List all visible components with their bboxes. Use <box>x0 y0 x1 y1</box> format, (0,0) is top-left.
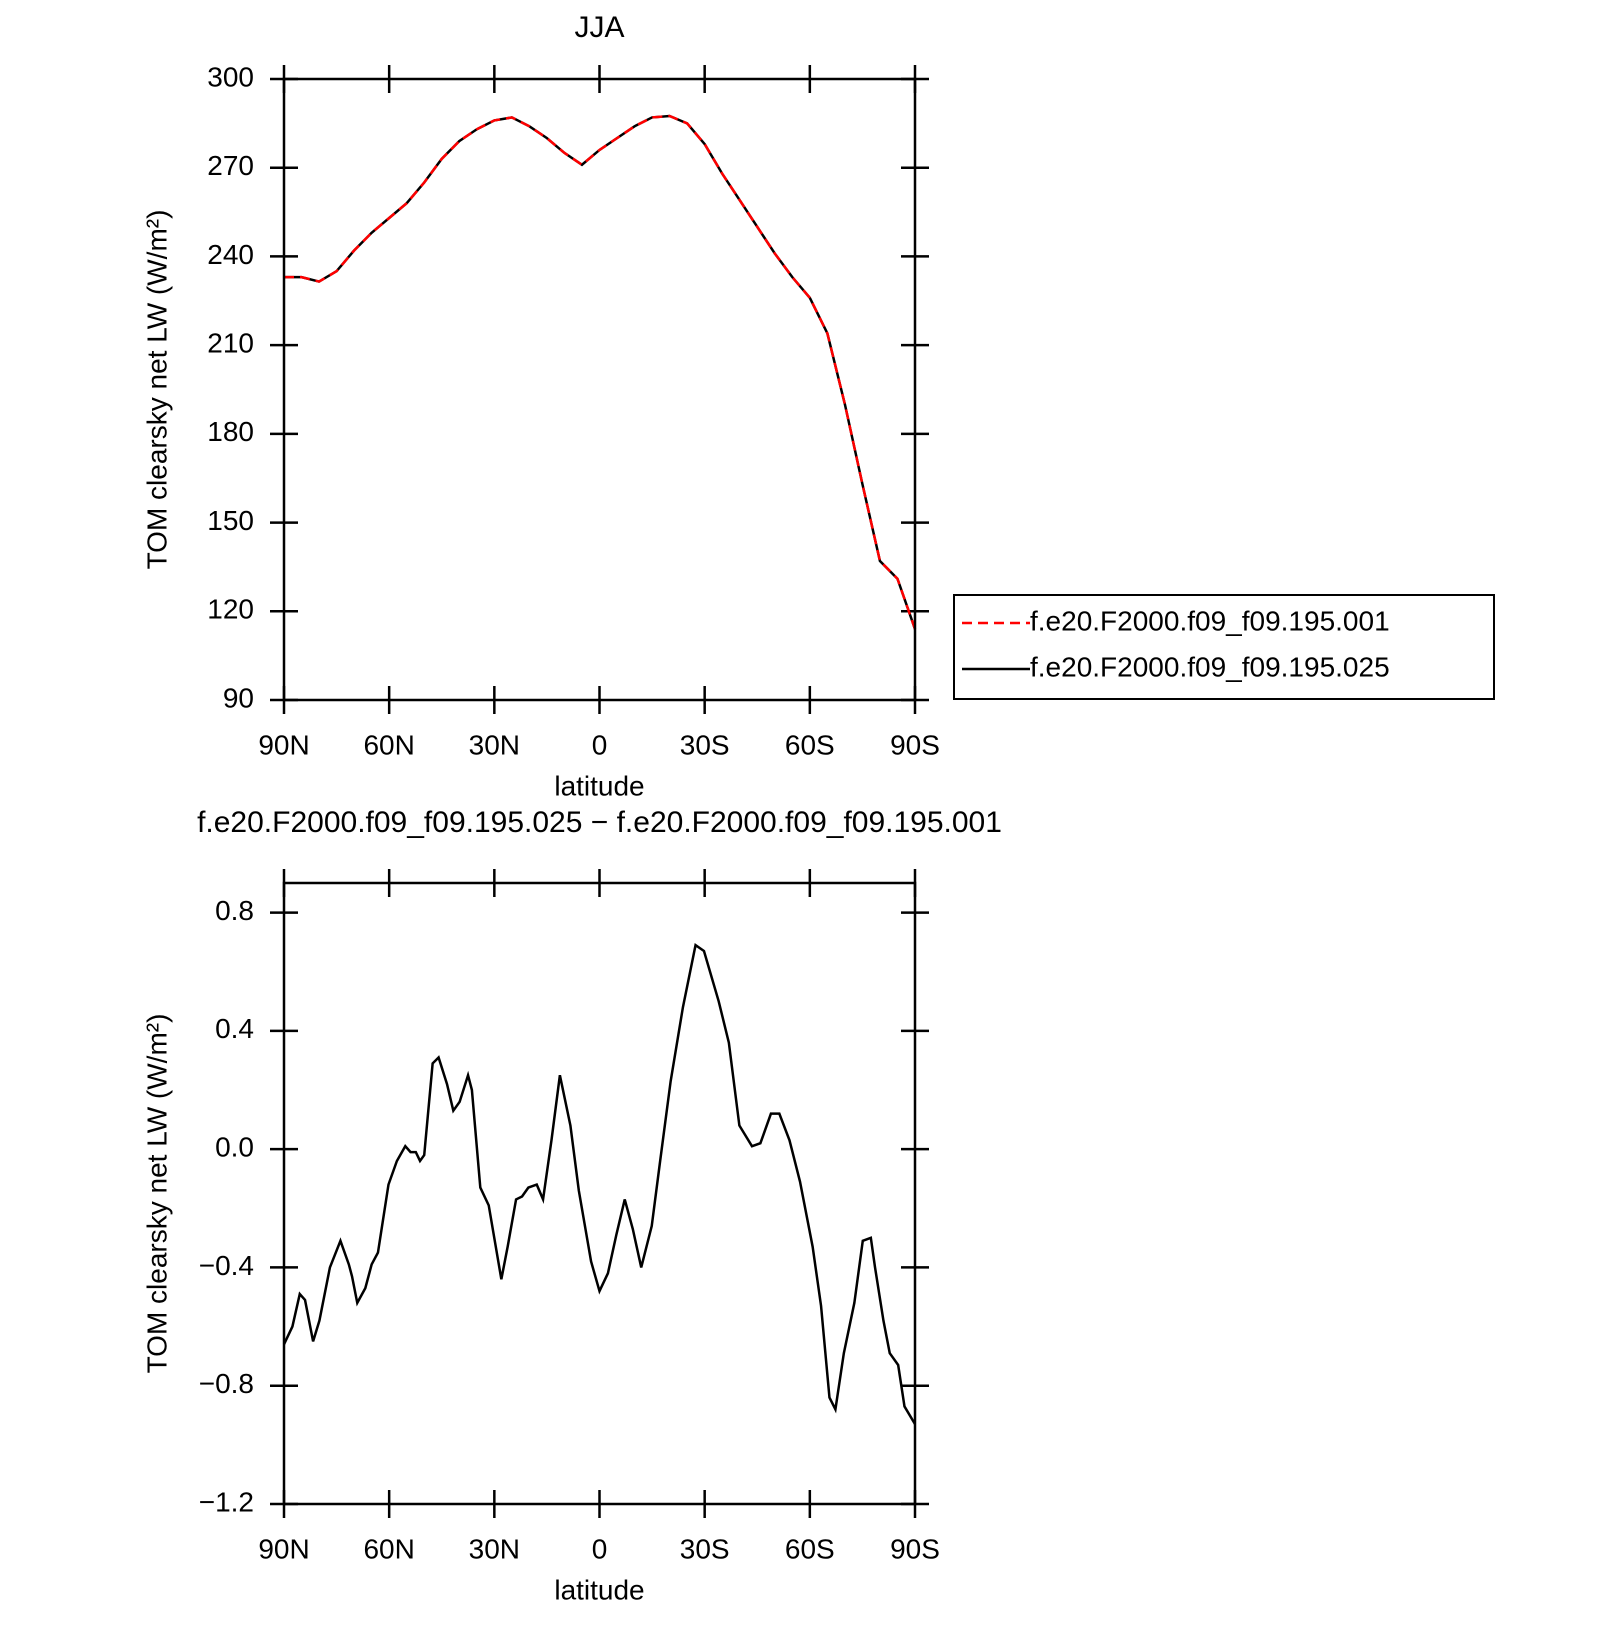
plot-frame <box>282 77 917 702</box>
y-tick-label: 0.8 <box>215 895 254 926</box>
y-tick-label: −0.4 <box>199 1250 254 1281</box>
x-tick-label: 0 <box>592 729 608 760</box>
y-tick-label: 0.4 <box>215 1013 254 1044</box>
y-tick-label: 120 <box>207 594 254 625</box>
x-tick-label: 60S <box>785 1533 835 1564</box>
y-tick-label: 210 <box>207 328 254 359</box>
y-axis-label: TOM clearsky net LW (W/m²) <box>141 1014 172 1374</box>
y-tick-label: −0.8 <box>199 1368 254 1399</box>
x-tick-label: 90N <box>258 729 309 760</box>
legend-box <box>953 594 1495 700</box>
x-tick-label: 30N <box>469 1533 520 1564</box>
y-tick-label: 300 <box>207 61 254 92</box>
chart-title: f.e20.F2000.f09_f09.195.025 − f.e20.F200… <box>197 806 1002 839</box>
x-tick-label: 60S <box>785 729 835 760</box>
y-tick-label: 150 <box>207 505 254 536</box>
y-tick-label: 90 <box>223 682 254 713</box>
legend-label: f.e20.F2000.f09_f09.195.001 <box>1030 605 1390 636</box>
data-line <box>282 942 917 1425</box>
x-tick-label: 90S <box>890 1533 940 1564</box>
x-tick-label: 90N <box>258 1533 309 1564</box>
y-axis-label: TOM clearsky net LW (W/m²) <box>141 210 172 570</box>
legend-label: f.e20.F2000.f09_f09.195.025 <box>1030 651 1390 682</box>
x-tick-label: 30S <box>680 1533 730 1564</box>
plot-frame <box>282 881 917 1506</box>
x-axis-label: latitude <box>554 770 644 801</box>
y-tick-label: 180 <box>207 416 254 447</box>
x-tick-label: 60N <box>363 1533 414 1564</box>
x-tick-label: 30S <box>680 729 730 760</box>
y-tick-label: 0.0 <box>215 1132 254 1163</box>
x-axis-label: latitude <box>554 1574 644 1605</box>
x-tick-label: 60N <box>363 729 414 760</box>
y-tick-label: −1.2 <box>199 1486 254 1517</box>
y-tick-label: 270 <box>207 150 254 181</box>
y-tick-label: 240 <box>207 239 254 270</box>
chart-title: JJA <box>574 11 624 44</box>
data-line <box>284 114 917 630</box>
x-tick-label: 90S <box>890 729 940 760</box>
x-tick-label: 0 <box>592 1533 608 1564</box>
x-tick-label: 30N <box>469 729 520 760</box>
data-line <box>284 114 917 630</box>
